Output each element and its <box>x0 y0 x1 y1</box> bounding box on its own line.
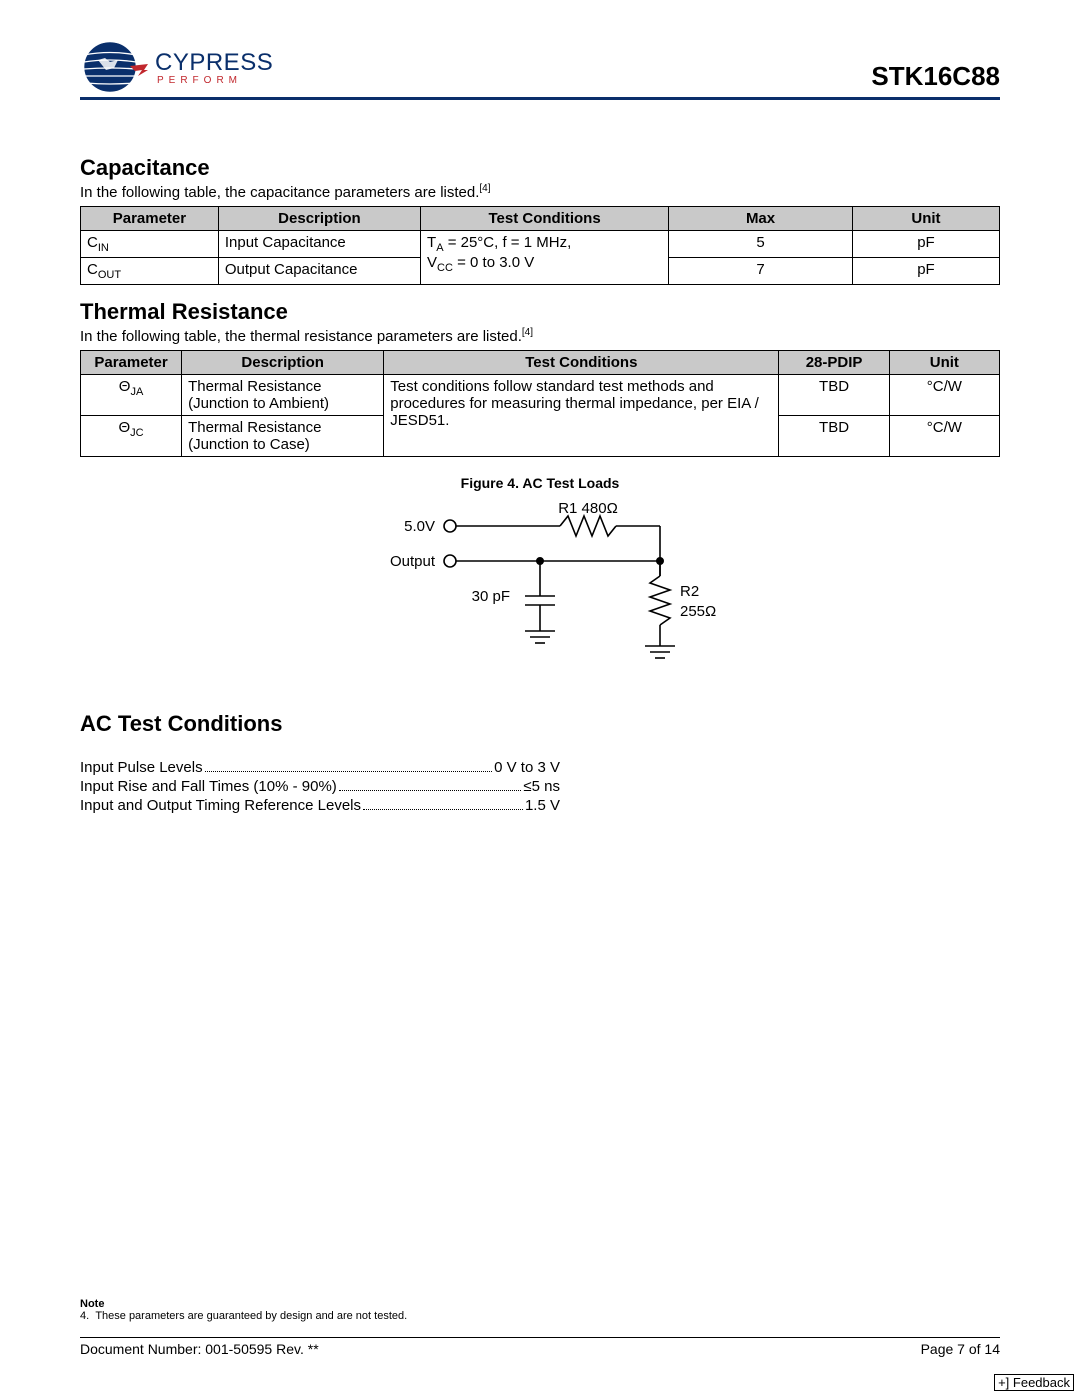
th-col-unit: Unit <box>889 351 999 375</box>
part-number: STK16C88 <box>871 61 1000 92</box>
brand-logo: CYPRESS PERFORM <box>80 40 273 95</box>
cap-col-max: Max <box>669 207 853 231</box>
cap-test-conditions: TA = 25°C, f = 1 MHz, VCC = 0 to 3.0 V <box>421 231 669 285</box>
table-row: ΘJA Thermal Resistance (Junction to Ambi… <box>81 375 1000 416</box>
circuit-label-5v: 5.0V <box>404 518 435 535</box>
th-col-description: Description <box>182 351 384 375</box>
ac-test-line: Input Rise and Fall Times (10% - 90%) ≤5… <box>80 778 560 795</box>
ac-test-line: Input and Output Timing Reference Levels… <box>80 797 560 814</box>
th-col-parameter: Parameter <box>81 351 182 375</box>
cap-col-description: Description <box>218 207 420 231</box>
th-col-test-conditions: Test Conditions <box>384 351 779 375</box>
ac-test-loads-circuit: 5.0V Output R1 480Ω 30 pF R2 255Ω <box>330 501 750 681</box>
figure-caption: Figure 4. AC Test Loads <box>80 475 1000 491</box>
thermal-table: Parameter Description Test Conditions 28… <box>80 350 1000 457</box>
capacitance-heading: Capacitance <box>80 155 1000 181</box>
page-footer: Document Number: 001-50595 Rev. ** Page … <box>80 1337 1000 1357</box>
thermal-heading: Thermal Resistance <box>80 299 1000 325</box>
cap-col-unit: Unit <box>852 207 999 231</box>
footnote: Note 4. These parameters are guaranteed … <box>80 1298 407 1322</box>
capacitance-table: Parameter Description Test Conditions Ma… <box>80 206 1000 285</box>
circuit-label-r1: R1 480Ω <box>558 501 618 517</box>
ac-test-heading: AC Test Conditions <box>80 711 1000 737</box>
brand-name: CYPRESS <box>155 49 273 77</box>
globe-icon <box>80 40 150 95</box>
capacitance-subtext: In the following table, the capacitance … <box>80 183 1000 201</box>
feedback-link[interactable]: +] Feedback <box>994 1374 1074 1391</box>
thermal-test-conditions: Test conditions follow standard test met… <box>384 375 779 457</box>
circuit-label-r2val: 255Ω <box>680 603 716 620</box>
page-number: Page 7 of 14 <box>921 1341 1000 1357</box>
ac-test-line: Input Pulse Levels 0 V to 3 V <box>80 759 560 776</box>
th-col-28pdip: 28-PDIP <box>779 351 889 375</box>
table-row: CIN Input Capacitance TA = 25°C, f = 1 M… <box>81 231 1000 258</box>
circuit-label-output: Output <box>390 553 436 570</box>
cap-col-test-conditions: Test Conditions <box>421 207 669 231</box>
circuit-label-r2: R2 <box>680 583 699 600</box>
circuit-label-cap: 30 pF <box>472 588 510 605</box>
document-number: Document Number: 001-50595 Rev. ** <box>80 1341 319 1357</box>
page-header: CYPRESS PERFORM STK16C88 <box>80 40 1000 100</box>
cap-col-parameter: Parameter <box>81 207 219 231</box>
thermal-subtext: In the following table, the thermal resi… <box>80 327 1000 345</box>
brand-tagline: PERFORM <box>157 75 273 86</box>
